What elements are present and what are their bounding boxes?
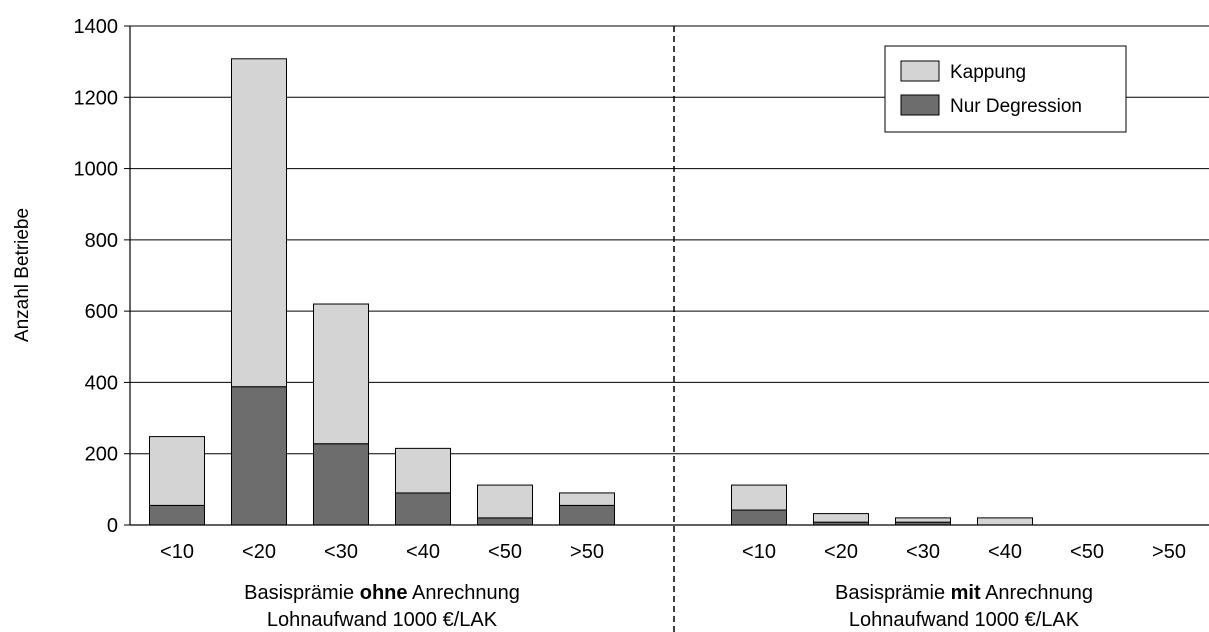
y-axis-label: Anzahl Betriebe bbox=[12, 208, 33, 342]
bar-segment-nur-degression bbox=[477, 517, 533, 526]
bar-segment-nur-degression bbox=[231, 386, 287, 526]
x-tick-label: <30 bbox=[324, 541, 358, 563]
bar-segment-nur-degression bbox=[559, 504, 615, 526]
bar-segment-kappung bbox=[895, 517, 951, 523]
bar-segment-kappung bbox=[231, 58, 287, 388]
group-label-emphasis: ohne bbox=[360, 582, 408, 604]
legend-label: Nur Degression bbox=[950, 96, 1082, 117]
x-tick-label: >50 bbox=[570, 541, 604, 563]
bar-segment-kappung bbox=[395, 447, 451, 494]
bar-segment-nur-degression bbox=[395, 492, 451, 526]
y-tick-label: 1400 bbox=[74, 16, 119, 38]
group-label-part: Anrechnung bbox=[408, 582, 520, 604]
bar-segment-kappung bbox=[731, 484, 787, 511]
x-tick-label: >50 bbox=[1152, 541, 1186, 563]
group-label-part: Basisprämie bbox=[244, 582, 360, 604]
bar-segment-kappung bbox=[313, 303, 369, 445]
bar-segment-nur-degression bbox=[313, 443, 369, 526]
group-label-emphasis: mit bbox=[951, 582, 981, 604]
legend-swatch bbox=[900, 60, 940, 82]
y-tick-label: 400 bbox=[85, 372, 118, 394]
gridlines bbox=[124, 25, 1209, 526]
x-tick-label: <40 bbox=[406, 541, 440, 563]
x-tick-label: <30 bbox=[906, 541, 940, 563]
x-tick-label: <50 bbox=[488, 541, 522, 563]
group-label-line1: Basisprämie mit Anrechnung bbox=[835, 582, 1093, 604]
bar-segment-kappung bbox=[149, 436, 205, 506]
y-tick-label: 1200 bbox=[74, 87, 119, 109]
x-tick-label: <10 bbox=[160, 541, 194, 563]
x-tick-label: <10 bbox=[742, 541, 776, 563]
group-label-part: Anrechnung bbox=[981, 582, 1093, 604]
y-tick-labels: 0 200 400 600 800 1000 1200 1400 bbox=[74, 16, 119, 537]
y-tick-label: 0 bbox=[107, 515, 118, 537]
x-tick-label: <50 bbox=[1070, 541, 1104, 563]
group-label-line1: Basisprämie ohne Anrechnung bbox=[244, 582, 520, 604]
group-label-part: Basisprämie bbox=[835, 582, 951, 604]
bar-segment-kappung bbox=[477, 484, 533, 519]
legend-box bbox=[884, 45, 1127, 133]
legend-swatch bbox=[900, 94, 940, 116]
group-label-line2: Lohnaufwand 1000 €/LAK bbox=[267, 609, 498, 631]
axes bbox=[129, 26, 1209, 632]
bars bbox=[149, 58, 1033, 526]
bar-segment-kappung bbox=[977, 517, 1033, 526]
bar-segment-nur-degression bbox=[149, 504, 205, 526]
group-labels: Basisprämie ohne Anrechnung Lohnaufwand 1… bbox=[244, 582, 1093, 631]
bar-segment-nur-degression bbox=[731, 509, 787, 526]
x-tick-labels: <10 <20 <30 <40 <50 >50 <10 <20 <30 <40 <50 >50 bbox=[160, 541, 1186, 563]
y-tick-label: 200 bbox=[85, 444, 118, 466]
y-tick-label: 600 bbox=[85, 301, 118, 323]
y-tick-label: 1000 bbox=[74, 159, 119, 181]
legend: Kappung Nur Degression bbox=[884, 45, 1127, 133]
legend-label: Kappung bbox=[950, 62, 1026, 83]
x-tick-label: <20 bbox=[824, 541, 858, 563]
y-tick-label: 800 bbox=[85, 230, 118, 252]
x-tick-label: <20 bbox=[242, 541, 276, 563]
bar-segment-kappung bbox=[813, 513, 869, 523]
x-tick-label: <40 bbox=[988, 541, 1022, 563]
bar-segment-kappung bbox=[559, 492, 615, 506]
group-label-line2: Lohnaufwand 1000 €/LAK bbox=[849, 609, 1080, 631]
